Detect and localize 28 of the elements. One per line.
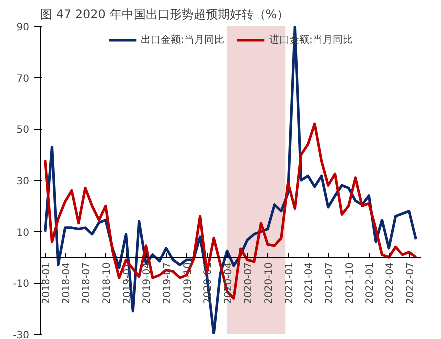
y-tick-label: 50	[16, 125, 30, 136]
x-tick-label: 2019-10	[182, 262, 194, 304]
x-tick-label: 2022-04	[385, 262, 396, 304]
legend-label: 出口金额:当月同比	[141, 34, 224, 47]
y-tick-label: 30	[16, 176, 30, 188]
x-tick-label: 2022-01	[365, 262, 376, 304]
x-tick-label: 2021-07	[324, 262, 336, 304]
x-tick-label: 2018-07	[81, 262, 92, 304]
y-tick-label: 10	[16, 228, 30, 239]
x-tick-label: 2021-10	[344, 262, 356, 304]
x-tick-label: 2018-01	[41, 262, 52, 304]
x-tick-label: 2020-04	[223, 262, 234, 304]
x-tick-label: 2019-07	[162, 262, 174, 304]
chart-title: 图 47 2020 年中国出口形势超预期好转（%）	[40, 8, 290, 22]
x-tick-label: 2018-04	[61, 262, 72, 304]
y-tick-label: 90	[16, 22, 30, 34]
x-tick-label: 2019-01	[122, 262, 134, 304]
y-tick-label: -10	[13, 279, 30, 290]
x-tick-label: 2020-07	[244, 262, 255, 304]
x-tick-label: 2019-04	[142, 262, 154, 304]
x-tick-label: 2022-07	[405, 262, 416, 304]
x-tick-label: 2020-10	[264, 262, 275, 304]
x-tick-label: 2021-01	[284, 262, 296, 304]
x-tick-label: 2020-01	[203, 262, 214, 304]
y-tick-label: -30	[13, 330, 30, 339]
x-tick-label: 2018-10	[102, 262, 113, 304]
x-tick-label: 2021-04	[304, 262, 316, 304]
y-tick-label: 70	[16, 74, 30, 85]
